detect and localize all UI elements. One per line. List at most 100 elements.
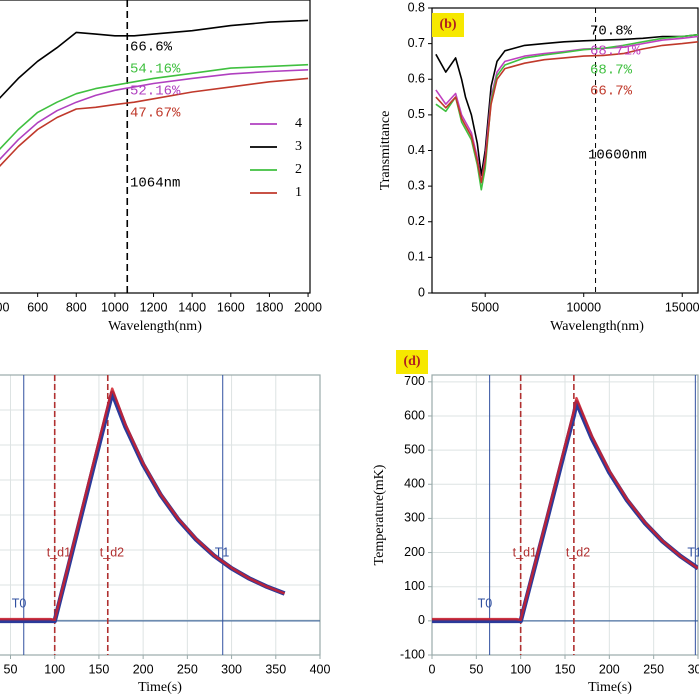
x-tick-label: 1200 <box>140 300 168 314</box>
series-line <box>435 35 698 184</box>
y-tick-label: 0.5 <box>408 107 425 121</box>
x-tick-label: 100 <box>510 662 531 676</box>
y-tick-label: 300 <box>404 511 425 525</box>
annotation: 68.71% <box>590 44 641 60</box>
y-tick-label: -100 <box>400 647 425 661</box>
event-label: t_d1 <box>47 545 71 559</box>
event-label: t_d1 <box>513 545 537 559</box>
x-tick-label: 5000 <box>471 300 499 314</box>
x-tick-label: 300 <box>221 662 242 676</box>
series-group <box>435 33 698 191</box>
series-group <box>0 387 286 624</box>
legend-label: 2 <box>295 162 302 177</box>
x-tick-label: 100 <box>44 662 65 676</box>
y-tick-label: 700 <box>404 374 425 388</box>
plot-frame <box>0 0 311 294</box>
panel-tag: (b) <box>439 17 456 32</box>
annotation: 68.7% <box>590 63 633 79</box>
x-tick-label: 400 <box>310 662 331 676</box>
annotation: 66.7% <box>590 84 633 100</box>
x-tick-label: 250 <box>643 662 664 676</box>
series-group <box>432 396 698 624</box>
event-label: T0 <box>478 596 493 610</box>
y-tick-label: 0.1 <box>408 250 425 264</box>
series-line <box>0 390 286 624</box>
x-axis-label: Wavelength(nm) <box>108 319 202 334</box>
x-tick-label: 400 <box>0 300 9 314</box>
panel: 400 600 800 1000 1200 1400 1600 1800 2000 1064nm 6… <box>0 0 322 334</box>
annotation: 47.67% <box>130 106 181 122</box>
x-tick-label: 10000 <box>566 300 601 314</box>
panel-tag: (d) <box>403 354 420 369</box>
x-axis-label: Time(s) <box>588 680 632 695</box>
y-tick-label: 0.6 <box>408 72 425 86</box>
x-tick-label: 250 <box>177 662 198 676</box>
x-axis-label: Time(s) <box>138 680 182 695</box>
y-tick-label: 0 <box>418 613 425 627</box>
series-group <box>0 19 309 168</box>
y-tick-label: 100 <box>404 579 425 593</box>
panel: 50 100 150 200 250 300 350 400 T0 t_d1 t_d2 T1 Time(… <box>0 374 331 695</box>
x-tick-label: 50 <box>4 662 18 676</box>
y-tick-label: 0 <box>418 285 425 299</box>
series-line <box>0 19 309 99</box>
x-tick-label: 150 <box>88 662 109 676</box>
panel: 5000 10000 15000 0 0.1 0.2 0.3 0.4 0.5 0.6 0.7 0.8 1… <box>378 0 699 334</box>
series-line <box>432 396 698 622</box>
panel: 0 50 100 150 200 250 300 -100 0 100 200 300 400 500 60… <box>372 350 699 695</box>
y-tick-label: 0.8 <box>408 0 425 14</box>
series-line <box>0 387 286 622</box>
legend-label: 4 <box>295 116 302 131</box>
x-tick-label: 1000 <box>101 300 129 314</box>
y-axis-label: Temperature(mK) <box>372 464 387 565</box>
series-line <box>0 63 309 151</box>
x-tick-label: 1600 <box>217 300 245 314</box>
y-tick-label: 400 <box>404 477 425 491</box>
x-tick-label: 200 <box>599 662 620 676</box>
annotation: 70.8% <box>590 24 633 40</box>
reference-label: 10600nm <box>588 148 647 164</box>
y-tick-label: 0.4 <box>408 143 425 157</box>
event-label: T1 <box>687 545 699 559</box>
event-label: T1 <box>215 545 230 559</box>
legend-label: 1 <box>295 185 302 200</box>
y-tick-label: 0.3 <box>408 178 425 192</box>
reference-label: 1064nm <box>130 176 180 192</box>
y-tick-label: 0.7 <box>408 36 425 50</box>
series-line <box>435 33 698 177</box>
y-tick-label: 600 <box>404 408 425 422</box>
event-label: t_d2 <box>566 545 590 559</box>
x-tick-label: 1400 <box>178 300 206 314</box>
y-axis-label: Transmittance <box>378 111 393 191</box>
x-tick-label: 600 <box>27 300 48 314</box>
event-label: T0 <box>12 596 27 610</box>
plot-frame <box>0 374 321 656</box>
legend-label: 3 <box>295 139 302 154</box>
x-tick-label: 800 <box>66 300 87 314</box>
x-tick-label: 0 <box>429 662 436 676</box>
y-tick-label: 500 <box>404 442 425 456</box>
y-tick-label: 200 <box>404 545 425 559</box>
panel-tag-bg <box>396 350 428 374</box>
series-line <box>435 33 698 191</box>
annotation: 52.16% <box>130 84 181 100</box>
y-tick-label: 0.2 <box>408 214 425 228</box>
x-tick-label: 200 <box>133 662 154 676</box>
x-tick-label: 150 <box>555 662 576 676</box>
annotation: 66.6% <box>130 40 173 56</box>
x-tick-label: 2000 <box>294 300 322 314</box>
annotation: 54.16% <box>130 62 181 78</box>
series-line <box>0 69 309 161</box>
panel-tag-bg <box>432 13 464 37</box>
plot-frame <box>431 7 699 294</box>
series-line <box>0 77 309 168</box>
plot-frame <box>431 374 699 656</box>
x-tick-label: 15000 <box>665 300 699 314</box>
event-label: t_d2 <box>100 545 124 559</box>
x-tick-label: 50 <box>469 662 483 676</box>
series-line <box>435 41 698 184</box>
x-axis-label: Wavelength(nm) <box>550 319 644 334</box>
x-tick-label: 1800 <box>256 300 284 314</box>
x-tick-label: 300 <box>688 662 699 676</box>
